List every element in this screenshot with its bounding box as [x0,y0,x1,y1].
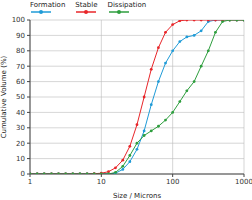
svg-text:10: 10 [97,178,106,186]
svg-text:1: 1 [28,178,32,186]
svg-text:0: 0 [21,170,25,178]
svg-text:40: 40 [16,109,25,117]
svg-text:90: 90 [16,32,25,40]
svg-text:100: 100 [12,16,25,24]
svg-text:100: 100 [166,178,179,186]
html-text:Dissipation: Dissipation [107,1,147,9]
svg-text:Size / Microns: Size / Microns [113,192,161,200]
svg-text:Cumulative Volume (%): Cumulative Volume (%) [8,55,9,138]
svg-text:80: 80 [16,47,25,55]
svg-text:70: 70 [16,63,25,71]
html-text:Formation: Formation [30,1,66,9]
svg-text:60: 60 [16,78,25,86]
svg-text:10: 10 [16,155,25,163]
svg-text:1000: 1000 [235,178,244,186]
html-text:Stable: Stable [75,1,98,9]
svg-text:20: 20 [16,140,25,148]
svg-text:50: 50 [16,93,25,101]
svg-text:30: 30 [16,124,25,132]
